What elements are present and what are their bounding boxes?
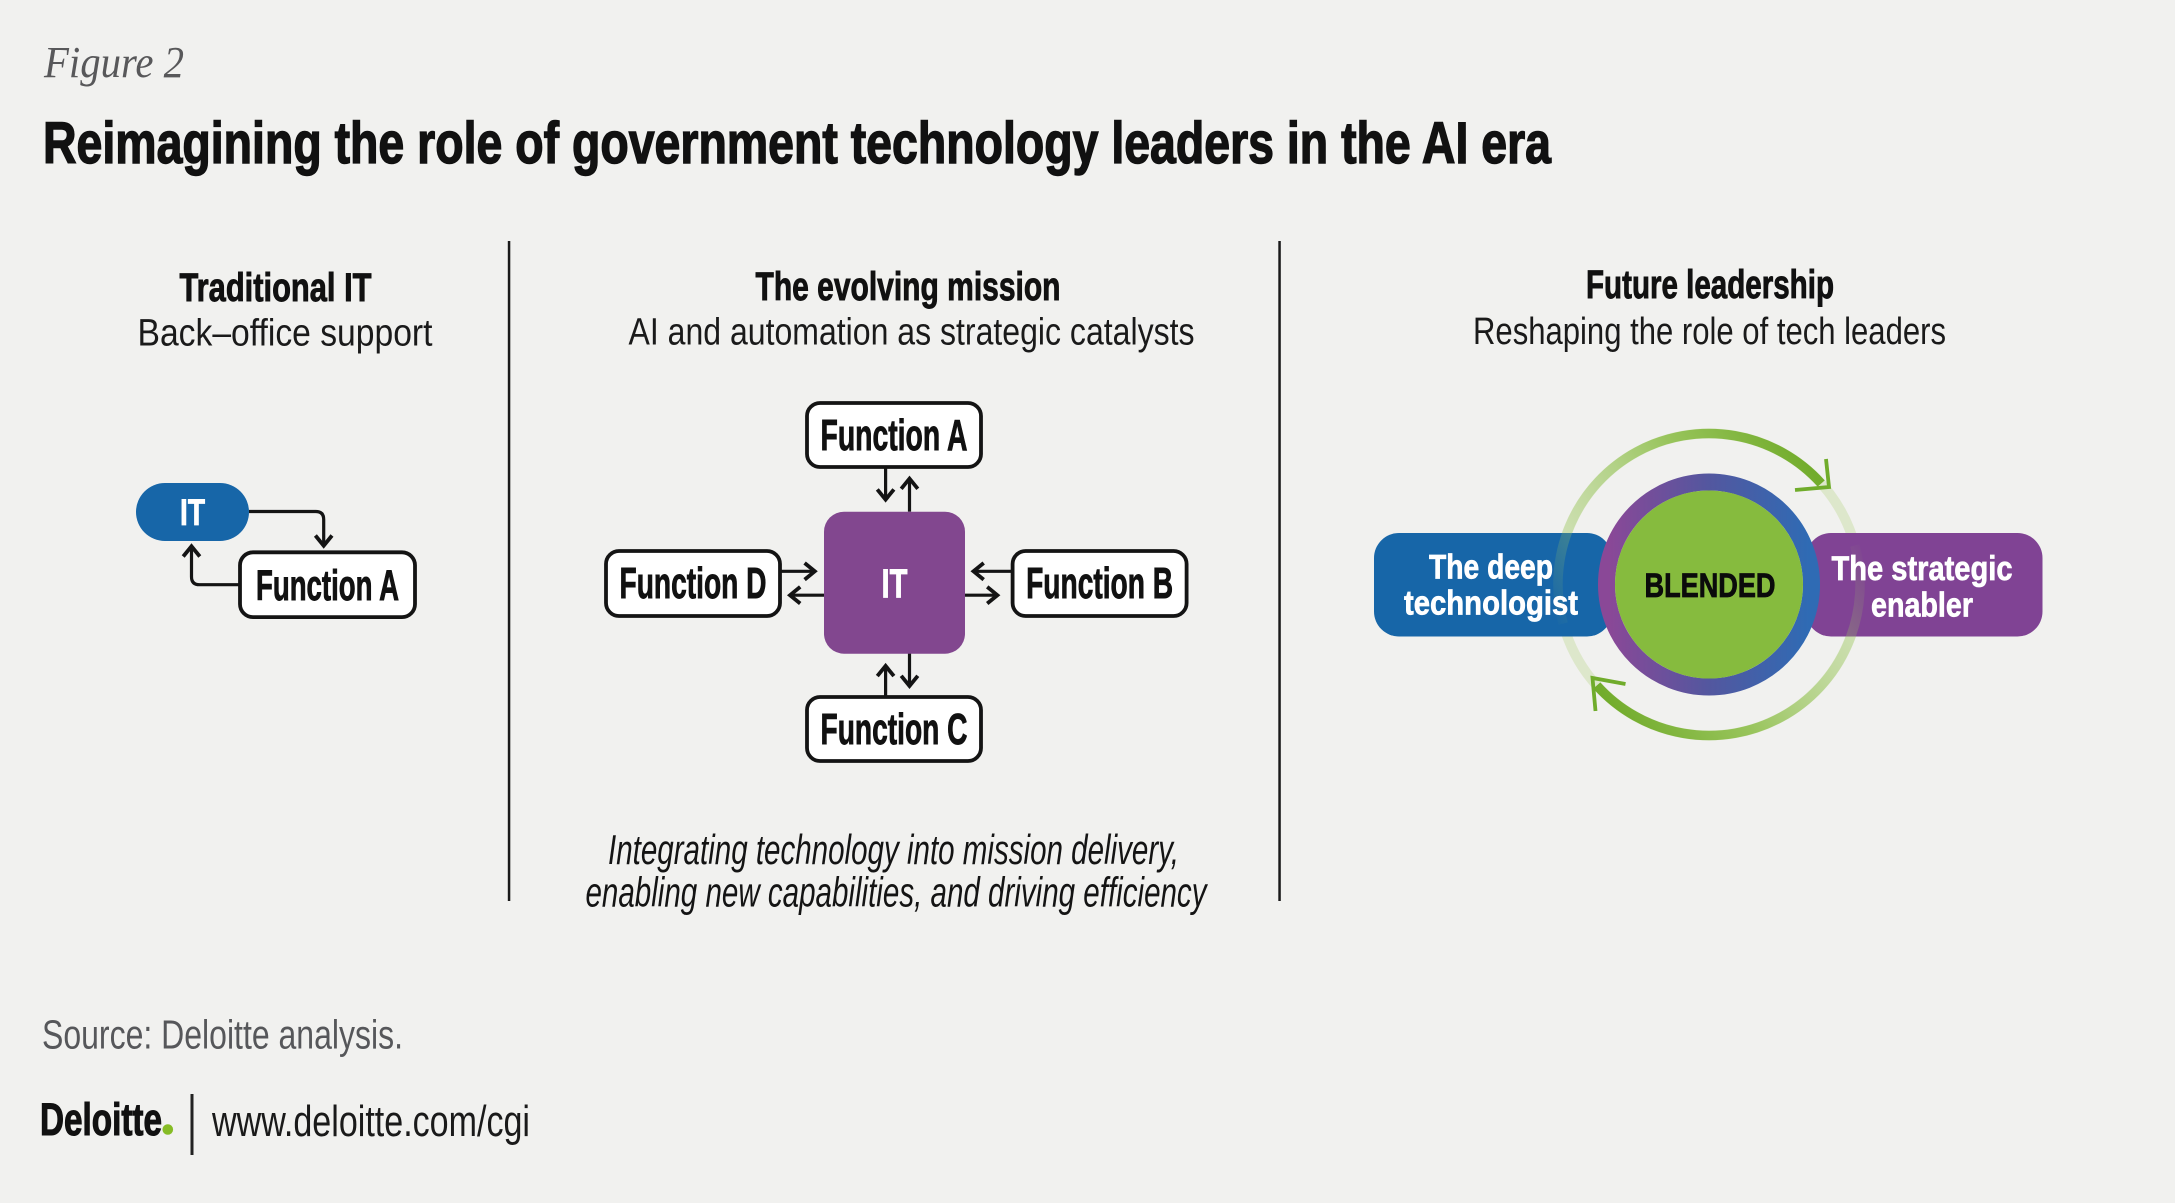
svg-text:Traditional IT: Traditional IT (180, 266, 372, 310)
svg-text:technologist: technologist (1404, 585, 1578, 623)
svg-text:enabler: enabler (1871, 586, 1973, 624)
svg-text:www.deloitte.com/cgi: www.deloitte.com/cgi (211, 1097, 530, 1146)
svg-text:Future leadership: Future leadership (1586, 263, 1834, 307)
svg-text:The strategic: The strategic (1832, 550, 2013, 588)
svg-text:Function A: Function A (821, 411, 968, 460)
svg-text:Function D: Function D (620, 559, 767, 608)
svg-text:The deep: The deep (1429, 548, 1553, 586)
svg-text:enabling new capabilities, and: enabling new capabilities, and driving e… (586, 869, 1209, 916)
svg-text:Function A: Function A (256, 562, 399, 610)
svg-text:Back–office support: Back–office support (138, 313, 433, 355)
svg-text:Source: Deloitte analysis.: Source: Deloitte analysis. (42, 1012, 403, 1058)
svg-text:Function C: Function C (821, 705, 968, 754)
svg-text:Deloitte: Deloitte (40, 1094, 162, 1145)
svg-text:The evolving mission: The evolving mission (756, 265, 1061, 309)
svg-text:AI and automation as strategic: AI and automation as strategic catalysts (629, 312, 1195, 354)
svg-text:Figure 2: Figure 2 (43, 38, 184, 87)
svg-text:Reshaping the role of tech lea: Reshaping the role of tech leaders (1473, 311, 1946, 353)
svg-text:Reimagining the role of govern: Reimagining the role of government techn… (43, 111, 1552, 176)
svg-text:IT: IT (180, 492, 205, 533)
svg-text:IT: IT (882, 561, 908, 607)
svg-text:Integrating technology into mi: Integrating technology into mission deli… (608, 826, 1179, 873)
svg-text:Function B: Function B (1026, 559, 1173, 608)
svg-text:BLENDED: BLENDED (1645, 567, 1776, 605)
